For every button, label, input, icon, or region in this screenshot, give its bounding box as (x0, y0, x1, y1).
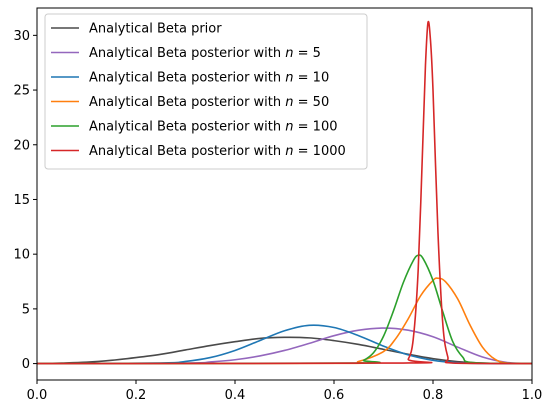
x-tick-label: 0.0 (27, 388, 48, 403)
x-tick-label: 0.4 (225, 388, 246, 403)
series-line-2 (37, 324, 532, 365)
legend-n-symbol: n (285, 46, 293, 61)
legend-label-text: Analytical Beta posterior with (89, 120, 285, 135)
x-tick-label: 0.8 (423, 388, 444, 403)
y-tick-label: 30 (13, 29, 30, 44)
series-line-1 (37, 327, 532, 365)
y-tick-label: 0 (22, 357, 30, 372)
legend-label-text: Analytical Beta posterior with (89, 46, 285, 61)
legend-label-0: Analytical Beta prior (89, 22, 222, 37)
legend-n-symbol: n (285, 144, 293, 159)
plot-frame (36, 7, 533, 381)
legend-n-value: = 10 (294, 71, 330, 86)
legend-label-text: Analytical Beta posterior with (89, 95, 285, 110)
axes-layer: 0.0 0.2 0.4 0.6 0.8 1.0 0 5 10 15 20 25 30 (13, 7, 543, 403)
y-tick-label: 15 (13, 193, 30, 208)
series-line-0 (37, 336, 532, 365)
legend-n-value: = 50 (294, 95, 330, 110)
y-tick-label: 25 (13, 84, 30, 99)
series-line-5 (37, 20, 532, 365)
legend-label-text: Analytical Beta posterior with (89, 71, 285, 86)
y-tick-label: 5 (22, 302, 30, 317)
legend-n-symbol: n (285, 120, 293, 135)
legend-n-value: = 5 (294, 46, 321, 61)
series-line-4 (37, 254, 532, 365)
y-tick-label: 10 (13, 248, 30, 263)
y-tick-label: 20 (13, 138, 30, 153)
legend-n-value: = 1000 (294, 144, 346, 159)
legend-n-symbol: n (285, 95, 293, 110)
x-tick-label: 1.0 (522, 388, 543, 403)
legend-n-symbol: n (285, 71, 293, 86)
legend-label-text: Analytical Beta prior (89, 22, 222, 37)
legend-label-2: Analytical Beta posterior with n = 10 (89, 71, 329, 86)
legend-label-4: Analytical Beta posterior with n = 100 (89, 120, 338, 135)
legend-box (44, 13, 368, 170)
legend-n-value: = 100 (294, 120, 338, 135)
legend-label-5: Analytical Beta posterior with n = 1000 (89, 144, 346, 159)
legend-label-text: Analytical Beta posterior with (89, 144, 285, 159)
x-tick-label: 0.2 (126, 388, 147, 403)
legend-label-3: Analytical Beta posterior with n = 50 (89, 95, 329, 110)
legend-label-1: Analytical Beta posterior with n = 5 (89, 46, 321, 61)
legend: Analytical Beta prior Analytical Beta pos… (44, 13, 368, 170)
x-tick-label: 0.6 (324, 388, 345, 403)
series-layer (37, 20, 532, 365)
